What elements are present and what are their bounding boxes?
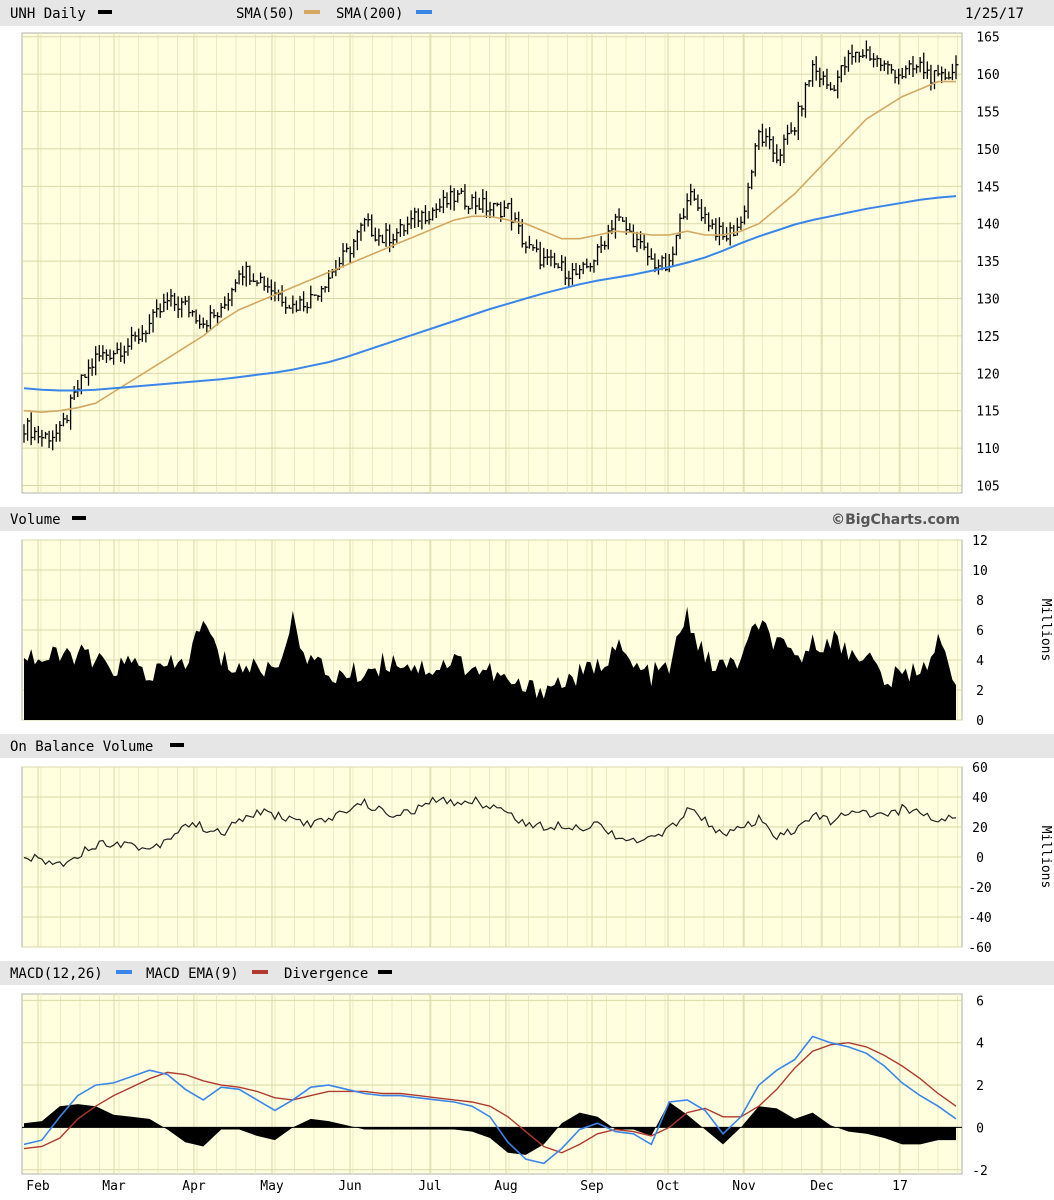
- volume-tick-label: 0: [976, 714, 984, 729]
- obv-tick-label: 0: [976, 851, 984, 866]
- volume-layer: [24, 606, 956, 720]
- macd-ema-label: MACD EMA(9): [146, 966, 239, 982]
- obv-layer: [23, 796, 957, 868]
- volume-swatch: [72, 516, 86, 520]
- y-tick-label: 110: [976, 442, 999, 457]
- copyright: ©BigCharts.com: [831, 512, 960, 528]
- sma50-swatch: [304, 10, 320, 14]
- y-tick-label: 115: [976, 405, 999, 420]
- obv-label: On Balance Volume: [10, 739, 153, 755]
- x-tick-label: Mar: [102, 1179, 126, 1194]
- x-tick-label: Apr: [182, 1179, 206, 1194]
- obv-tick-label: 60: [972, 761, 988, 776]
- macd-ema-line: [23, 1041, 957, 1154]
- y-tick-label: 120: [976, 367, 999, 382]
- obv-tick-label: -20: [968, 881, 991, 896]
- macd-tick-label: 6: [976, 994, 984, 1009]
- volume-header-bar: [0, 507, 1054, 531]
- x-tick-label: 17: [892, 1179, 908, 1194]
- sma200-label: SMA(200): [336, 6, 403, 22]
- obv-swatch: [170, 743, 184, 747]
- ticker-label: UNH Daily: [10, 6, 86, 22]
- y-tick-label: 135: [976, 255, 999, 270]
- y-tick-label: 105: [976, 480, 999, 495]
- x-tick-label: Feb: [26, 1179, 50, 1194]
- volume-tick-label: 8: [976, 594, 984, 609]
- ticker-swatch: [98, 10, 112, 14]
- macd-line: [23, 1035, 957, 1165]
- sma200-swatch: [416, 10, 432, 14]
- price-layer: [23, 40, 959, 451]
- obv-tick-label: -40: [968, 911, 991, 926]
- price-header-bar: [0, 0, 1054, 26]
- sma50-label: SMA(50): [236, 6, 295, 22]
- macd-tick-label: 4: [976, 1037, 984, 1052]
- obv-line: [23, 796, 957, 868]
- volume-tick-label: 2: [976, 684, 984, 699]
- x-tick-label: Aug: [494, 1179, 517, 1194]
- y-tick-label: 145: [976, 180, 999, 195]
- volume-label: Volume: [10, 512, 61, 528]
- macd-layer: [23, 1035, 957, 1165]
- x-tick-label: Jul: [418, 1179, 441, 1194]
- volume-tick-label: 12: [972, 534, 988, 549]
- y-tick-label: 155: [976, 106, 999, 121]
- volume-units-label: Millions: [1038, 599, 1053, 662]
- y-tick-label: 150: [976, 143, 999, 158]
- y-tick-label: 125: [976, 330, 999, 345]
- divergence-swatch: [378, 970, 392, 974]
- x-tick-label: May: [260, 1179, 284, 1194]
- volume-tick-label: 10: [972, 564, 988, 579]
- macd-ema-swatch: [252, 970, 268, 974]
- divergence-label: Divergence: [284, 966, 368, 982]
- obv-tick-label: 20: [972, 821, 988, 836]
- macd-tick-label: 0: [976, 1121, 984, 1136]
- obv-tick-label: -60: [968, 941, 991, 956]
- macd-tick-label: 2: [976, 1079, 984, 1094]
- x-tick-label: Nov: [732, 1179, 756, 1194]
- chart-date: 1/25/17: [965, 6, 1024, 22]
- macd-tick-label: -2: [972, 1164, 988, 1179]
- volume-tick-label: 6: [976, 624, 984, 639]
- x-tick-label: Jun: [338, 1179, 361, 1194]
- axis-layer: Feb Mar Apr May Jun Jul Aug Sep Oct Nov Dec 17 105 11…: [26, 31, 999, 1194]
- volume-tick-label: 4: [976, 654, 984, 669]
- sma50-line: [23, 80, 956, 414]
- macd-swatch: [116, 970, 132, 974]
- sma200-line: [23, 195, 957, 392]
- divergence-area: [24, 1102, 956, 1155]
- obv-tick-label: 40: [972, 791, 988, 806]
- x-tick-label: Dec: [810, 1179, 833, 1194]
- obv-units-label: Millions: [1038, 826, 1053, 889]
- y-tick-label: 130: [976, 293, 999, 308]
- obv-header-bar: [0, 734, 1054, 758]
- x-tick-label: Oct: [656, 1179, 679, 1194]
- y-tick-label: 165: [976, 31, 999, 46]
- volume-area: [24, 606, 956, 720]
- y-tick-label: 160: [976, 68, 999, 83]
- y-tick-label: 140: [976, 218, 999, 233]
- macd-label: MACD(12,26): [10, 966, 103, 982]
- x-tick-label: Sep: [580, 1179, 604, 1194]
- macd-header-bar: [0, 961, 1054, 985]
